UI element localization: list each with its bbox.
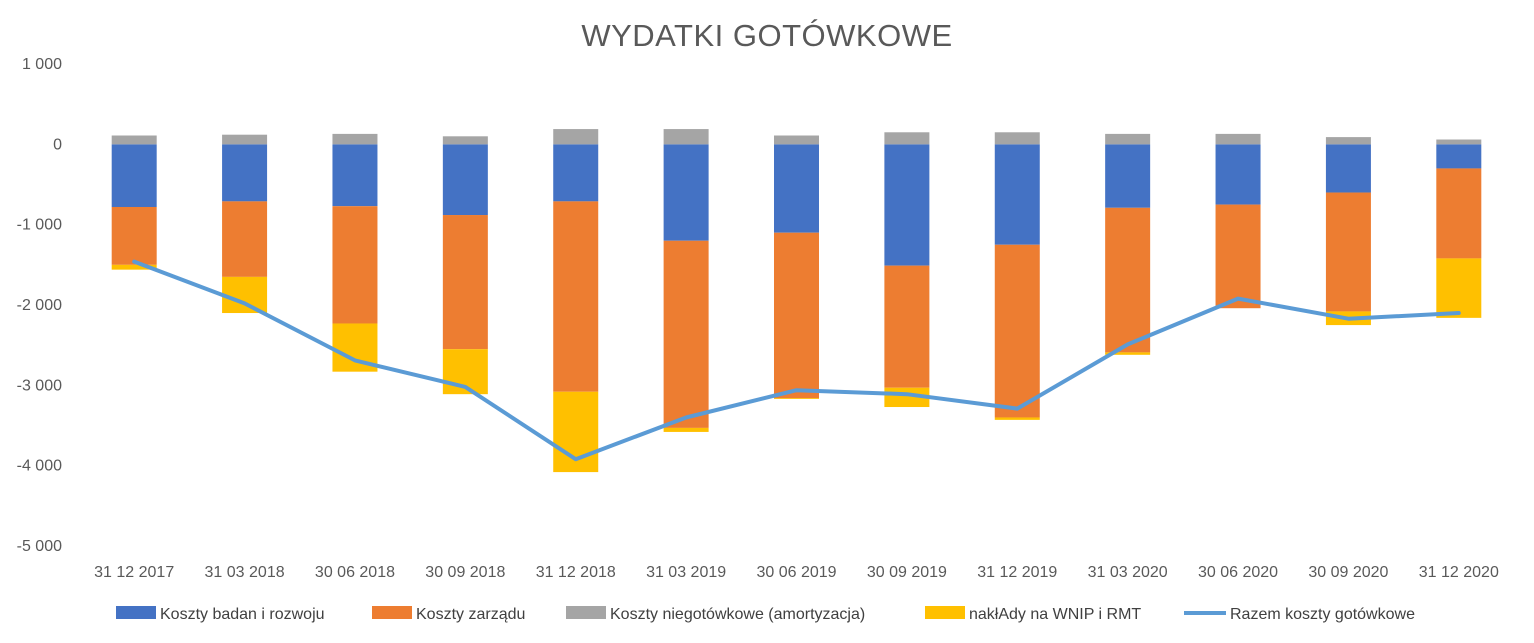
- bar-segment: [332, 144, 378, 207]
- x-tick-label: 31 12 2019: [977, 564, 1057, 581]
- bar-segment: [663, 129, 709, 145]
- legend-item: nakłAdy na WNIP i RMT: [925, 606, 1141, 623]
- y-tick-label: -2 000: [17, 297, 62, 314]
- bar-segment: [332, 133, 378, 145]
- legend-item: Koszty badan i rozwoju: [116, 606, 325, 623]
- legend-label: Koszty niegotówkowe (amortyzacja): [610, 606, 865, 623]
- bar-segment: [1215, 204, 1261, 309]
- chart-title: WYDATKI GOTÓWKOWE: [581, 18, 953, 53]
- bar-segment: [1325, 137, 1371, 145]
- bar-segment: [222, 276, 268, 314]
- legend-label: Razem koszty gotówkowe: [1230, 606, 1415, 623]
- y-tick-label: 1 000: [22, 56, 62, 73]
- y-tick-label: 0: [53, 136, 62, 153]
- bar-segment: [994, 132, 1040, 145]
- bar-segment: [994, 144, 1040, 245]
- legend-label: Koszty badan i rozwoju: [160, 606, 325, 623]
- bar-segment: [663, 240, 709, 428]
- bar-segment: [442, 215, 488, 350]
- x-tick-label: 31 12 2018: [536, 564, 616, 581]
- x-axis-labels: 31 12 2017 31 03 2018 30 06 2018 30 09 2018…: [94, 564, 1499, 581]
- x-tick-label: 30 06 2020: [1198, 564, 1278, 581]
- bar-segment: [111, 135, 157, 145]
- x-tick-label: 31 03 2019: [646, 564, 726, 581]
- bar-group: [111, 129, 1482, 473]
- y-tick-label: -3 000: [17, 377, 62, 394]
- bar-segment: [222, 144, 268, 202]
- bar-segment: [663, 427, 709, 432]
- line-group: [132, 259, 1461, 462]
- bar-segment: [1436, 139, 1482, 145]
- x-tick-label: 30 09 2020: [1308, 564, 1388, 581]
- bar-segment: [222, 134, 268, 145]
- bar-segment: [1325, 192, 1371, 312]
- legend-swatch: [372, 606, 412, 619]
- legend-label: Koszty zarządu: [416, 606, 525, 623]
- y-axis: 1 000 0 -1 000 -2 000 -3 000 -4 000 -5 000: [17, 56, 62, 555]
- bar-segment: [774, 232, 819, 399]
- bar-segment: [1105, 207, 1151, 353]
- legend-item: Razem koszty gotówkowe: [1184, 606, 1415, 623]
- legend-item: Koszty niegotówkowe (amortyzacja): [566, 606, 865, 623]
- bar-segment: [774, 135, 819, 145]
- legend: Koszty badan i rozwoju Koszty zarządu Kosz…: [116, 606, 1415, 623]
- x-tick-label: 31 03 2018: [205, 564, 285, 581]
- bar-segment: [774, 398, 819, 399]
- x-tick-label: 31 12 2020: [1419, 564, 1499, 581]
- legend-swatch: [116, 606, 156, 619]
- bar-segment: [994, 417, 1040, 420]
- x-tick-label: 30 06 2019: [756, 564, 836, 581]
- bar-segment: [553, 144, 599, 202]
- bar-segment: [111, 206, 157, 265]
- bar-segment: [1436, 258, 1482, 318]
- bar-segment: [774, 144, 819, 233]
- legend-label: nakłAdy na WNIP i RMT: [969, 606, 1141, 623]
- y-tick-label: -4 000: [17, 458, 62, 475]
- bar-segment: [442, 144, 488, 216]
- x-tick-label: 30 06 2018: [315, 564, 395, 581]
- bar-segment: [1105, 133, 1151, 145]
- legend-swatch: [566, 606, 606, 619]
- x-tick-label: 30 09 2018: [425, 564, 505, 581]
- bar-segment: [663, 144, 709, 241]
- bar-segment: [1105, 352, 1151, 355]
- bar-segment: [1215, 144, 1261, 205]
- bar-segment: [553, 129, 599, 145]
- x-tick-label: 31 12 2017: [94, 564, 174, 581]
- y-tick-label: -1 000: [17, 217, 62, 234]
- bar-segment: [884, 144, 930, 266]
- bar-segment: [1215, 133, 1261, 145]
- bar-segment: [111, 144, 157, 207]
- legend-item: Koszty zarządu: [372, 606, 525, 623]
- legend-swatch: [925, 606, 965, 619]
- bar-segment: [994, 244, 1040, 418]
- bar-segment: [884, 265, 930, 388]
- bar-segment: [442, 136, 488, 145]
- bar-segment: [1105, 144, 1151, 208]
- bar-segment: [332, 206, 378, 324]
- bar-segment: [553, 201, 599, 392]
- x-tick-label: 30 09 2019: [867, 564, 947, 581]
- bar-segment: [1325, 144, 1371, 193]
- bar-segment: [222, 201, 268, 277]
- bar-segment: [1436, 168, 1482, 259]
- series-line: [132, 259, 1461, 462]
- x-tick-label: 31 03 2020: [1088, 564, 1168, 581]
- y-tick-label: -5 000: [17, 538, 62, 555]
- bar-segment: [111, 264, 157, 270]
- bar-segment: [1436, 144, 1482, 169]
- bar-segment: [884, 132, 930, 145]
